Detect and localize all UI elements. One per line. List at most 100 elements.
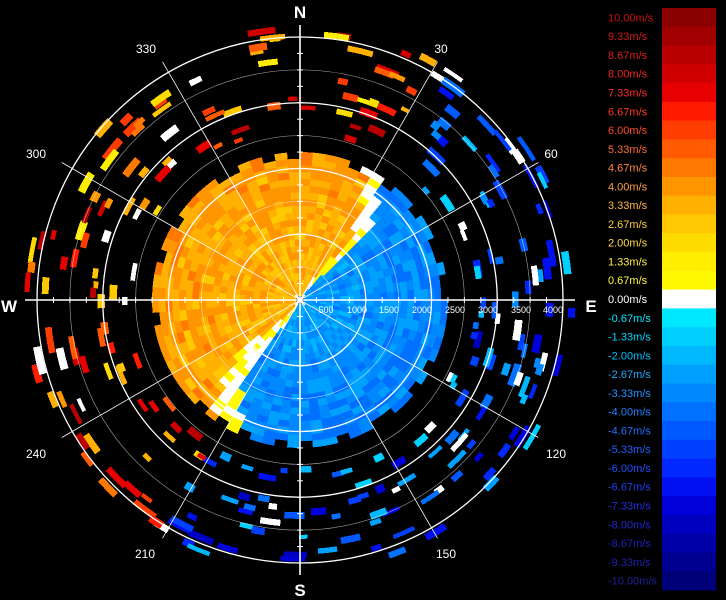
echo-cell <box>346 295 354 300</box>
echo-cell <box>196 345 207 358</box>
echo-cell <box>443 66 464 83</box>
echo-cell <box>284 352 291 360</box>
echo-cell <box>372 354 383 365</box>
echo-cell <box>272 369 281 378</box>
echo-cell <box>305 281 311 289</box>
echo-cell <box>339 186 352 197</box>
echo-cell <box>76 397 87 412</box>
echo-cell <box>300 105 316 111</box>
echo-cell <box>248 356 258 367</box>
echo-cell <box>301 303 303 307</box>
echo-cell <box>80 232 91 249</box>
echo-cell <box>247 243 257 253</box>
echo-cell <box>227 280 235 289</box>
echo-cell <box>291 339 297 347</box>
echo-cell <box>384 315 393 325</box>
echo-cell <box>300 420 312 428</box>
echo-cell <box>273 303 281 307</box>
echo-cell <box>399 281 408 292</box>
echo-cell <box>321 323 329 331</box>
echo-cell <box>222 350 233 361</box>
echo-cell <box>360 189 374 201</box>
echo-cell <box>171 370 185 385</box>
echo-cell <box>367 97 380 109</box>
echo-cell <box>338 351 348 361</box>
echo-cell <box>322 209 333 218</box>
echo-cell <box>308 261 314 269</box>
echo-cell <box>274 267 281 275</box>
echo-cell <box>300 353 306 361</box>
echo-cell <box>367 124 387 138</box>
echo-cell <box>287 339 293 347</box>
echo-cell <box>344 265 353 274</box>
colorbar-swatch <box>662 383 716 403</box>
echo-cell <box>246 202 258 213</box>
echo-cell <box>313 314 319 321</box>
echo-cell <box>280 227 289 235</box>
echo-cell <box>184 209 197 223</box>
echo-cell <box>263 266 272 275</box>
echo-cell <box>399 390 414 405</box>
echo-cell <box>212 284 221 293</box>
echo-cell <box>132 499 157 520</box>
colorbar-label: 0.00m/s <box>608 294 648 306</box>
echo-cell <box>326 196 337 206</box>
echo-cell <box>201 353 212 366</box>
echo-cell <box>482 474 500 492</box>
echo-cell <box>325 328 334 337</box>
echo-cell <box>284 308 291 315</box>
echo-cell <box>163 430 177 444</box>
echo-cell <box>295 273 299 281</box>
echo-cell <box>274 325 281 333</box>
echo-cell <box>322 245 331 254</box>
echo-cell <box>283 206 293 214</box>
echo-cell <box>297 286 300 294</box>
echo-cell <box>274 228 283 237</box>
echo-cell <box>138 166 150 179</box>
compass-east: E <box>585 297 596 316</box>
echo-cell <box>317 546 338 554</box>
echo-cell <box>196 452 207 461</box>
echo-cell <box>303 305 309 311</box>
echo-cell <box>312 152 326 161</box>
echo-cell <box>287 283 293 290</box>
echo-cell <box>432 311 441 325</box>
echo-cell <box>424 523 448 541</box>
echo-cell <box>323 311 331 317</box>
echo-cell <box>392 282 401 292</box>
echo-cell <box>189 327 199 340</box>
echo-cell <box>336 327 345 335</box>
echo-cell <box>287 301 294 305</box>
echo-cell <box>377 230 389 243</box>
echo-cell <box>334 426 349 437</box>
echo-cell <box>342 233 352 244</box>
echo-cell <box>230 124 250 136</box>
echo-cell <box>293 297 297 299</box>
echo-cell <box>281 314 287 321</box>
echo-cell <box>307 206 317 214</box>
echo-cell <box>293 301 297 303</box>
echo-cell <box>316 390 327 400</box>
echo-cell <box>316 284 324 290</box>
echo-cell <box>266 263 275 272</box>
echo-cell <box>303 312 307 320</box>
echo-cell <box>269 338 277 347</box>
echo-cell <box>418 52 438 67</box>
echo-cell <box>280 270 287 278</box>
echo-cell <box>273 251 281 260</box>
echo-cell <box>172 229 184 244</box>
echo-cell <box>508 425 521 441</box>
echo-cell <box>390 186 405 201</box>
echo-cell <box>270 215 280 225</box>
echo-cell <box>311 227 320 235</box>
echo-cell <box>512 319 523 342</box>
echo-cell <box>302 280 306 287</box>
echo-cell <box>386 191 400 205</box>
echo-cell <box>27 236 38 264</box>
echo-cell <box>265 224 275 233</box>
echo-cell <box>310 419 323 428</box>
echo-cell <box>152 204 163 216</box>
echo-cell <box>344 281 352 288</box>
echo-cell <box>161 348 172 363</box>
